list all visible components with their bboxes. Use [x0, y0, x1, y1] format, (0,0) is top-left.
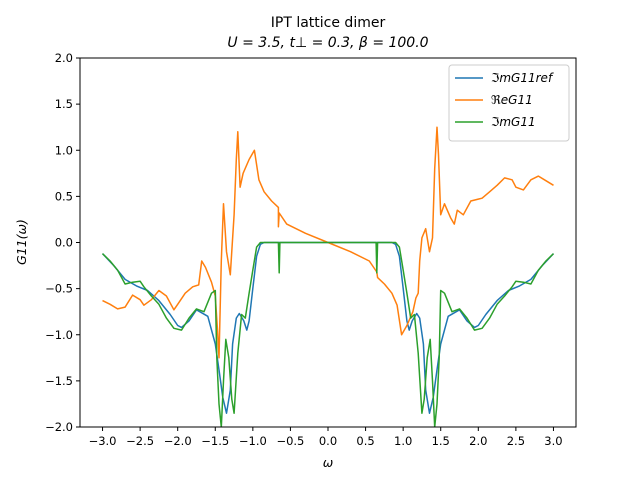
y-tick-label: 1.0	[55, 143, 73, 157]
y-tick-label: 1.5	[55, 97, 73, 111]
x-tick-label: −1.0	[239, 434, 267, 448]
y-axis-label: G11(ω)	[14, 219, 29, 265]
series-line-2	[101, 241, 555, 427]
x-tick-label: 0.5	[356, 434, 374, 448]
x-axis-label: ω	[323, 455, 333, 470]
x-tick-label: 0.0	[319, 434, 337, 448]
series-layer	[101, 126, 555, 427]
x-tick-label: 2.5	[507, 434, 525, 448]
x-axis-ticks: −3.0 −2.5 −2.0 −1.5 −1.0 −0.5 0.0 0.5 1.0 1.5 2.0 2…	[89, 427, 563, 448]
y-tick-label: 2.0	[55, 51, 73, 65]
series-line-0	[101, 241, 555, 414]
x-tick-label: −2.0	[164, 434, 192, 448]
x-tick-label: −0.5	[276, 434, 304, 448]
chart-title-line2: U = 3.5, t⊥ = 0.3, β = 100.0	[227, 35, 428, 51]
x-tick-label: −3.0	[89, 434, 117, 448]
y-tick-label: 0.5	[55, 189, 73, 203]
x-tick-label: 3.0	[544, 434, 562, 448]
y-tick-label: −2.0	[45, 420, 73, 434]
x-tick-label: 2.0	[469, 434, 487, 448]
x-tick-label: 1.0	[394, 434, 412, 448]
legend-label-1: ℜeG11	[491, 93, 533, 107]
x-tick-label: −1.5	[201, 434, 229, 448]
legend-label-2: ℑmG11	[491, 115, 536, 129]
series-line-1	[102, 126, 554, 359]
legend-label-0: ℑmG11ref	[491, 71, 554, 85]
x-tick-label: 1.5	[432, 434, 450, 448]
y-tick-label: −0.5	[45, 282, 73, 296]
chart-title-line1: IPT lattice dimer	[271, 15, 386, 31]
legend: ℑmG11ref ℜeG11 ℑmG11	[448, 64, 570, 142]
y-tick-label: 0.0	[55, 236, 73, 250]
y-tick-label: −1.0	[45, 328, 73, 342]
plot-frame	[79, 57, 577, 428]
y-tick-label: −1.5	[45, 374, 73, 388]
y-axis-ticks: −2.0 −1.5 −1.0 −0.5 0.0 0.5 1.0 1.5 2.0	[45, 51, 80, 434]
x-tick-label: −2.5	[126, 434, 154, 448]
